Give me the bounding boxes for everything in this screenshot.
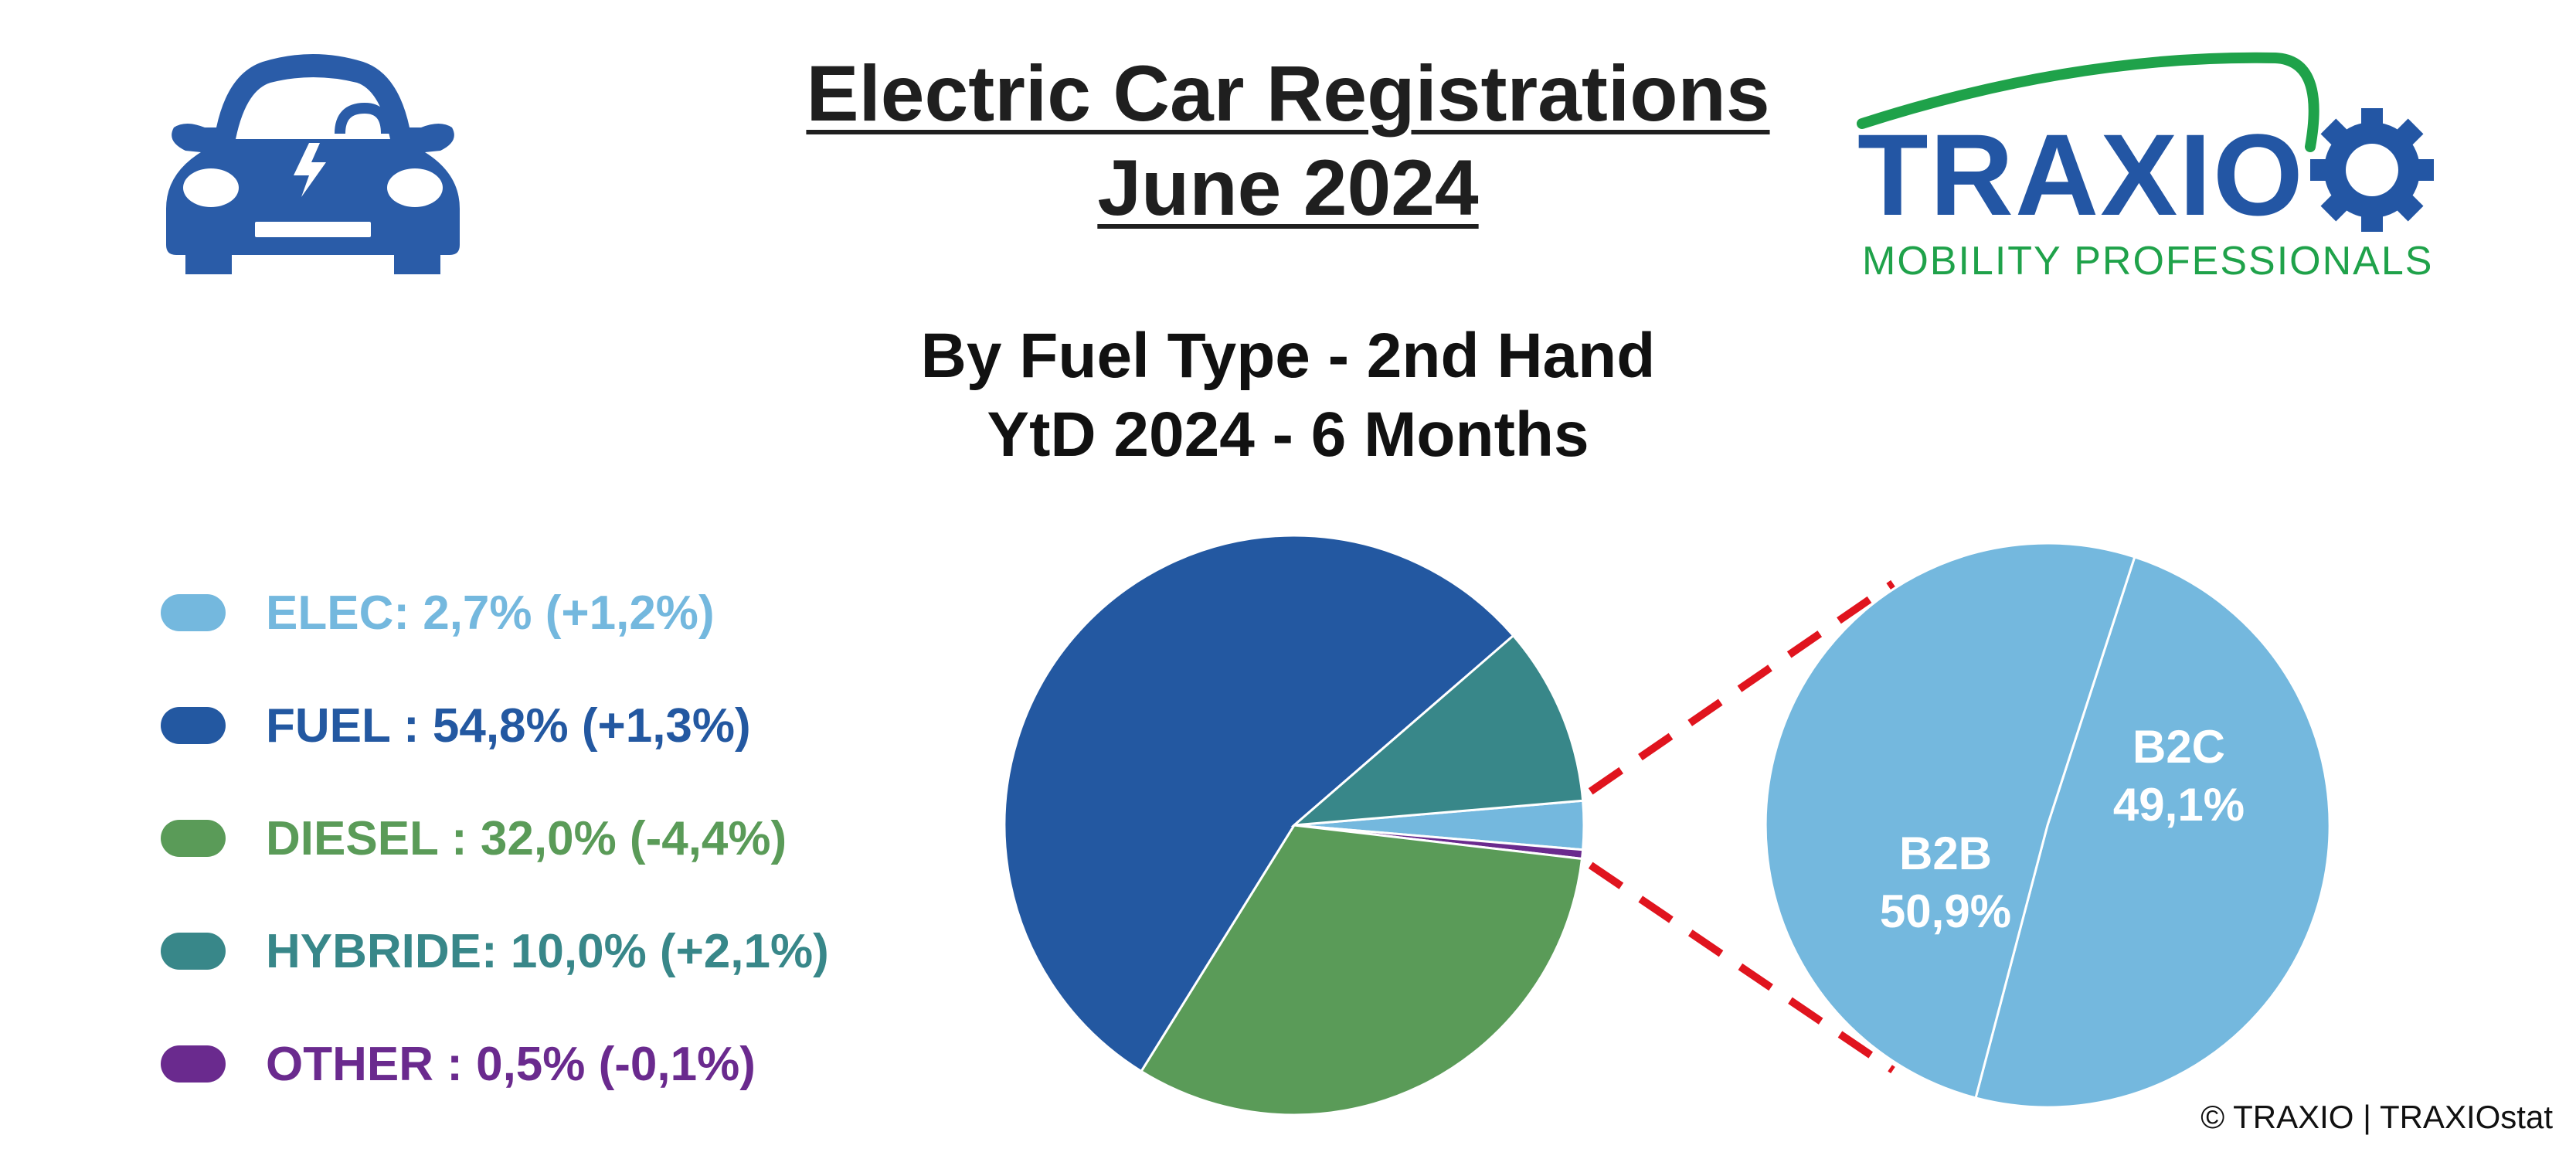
legend-label-fuel: FUEL : 54,8% (+1,3%) (266, 698, 751, 753)
copyright-text: © TRAXIO | TRAXIOstat (2200, 1099, 2553, 1135)
legend-label-hybride: HYBRIDE: 10,0% (+2,1%) (266, 924, 829, 978)
legend-label-other: OTHER : 0,5% (-0,1%) (266, 1037, 756, 1091)
legend-item-elec: ELEC: 2,7% (+1,2%) (161, 556, 829, 669)
legend-item-other: OTHER : 0,5% (-0,1%) (161, 1008, 829, 1120)
traxio-logo: TRAXIO MOBILITY PROFESSIONALS (1857, 52, 2434, 284)
data-label-b2c-name: B2C (2133, 721, 2225, 773)
pie-slice-b2b (1764, 542, 2136, 1100)
connector-line-top (1588, 580, 1895, 795)
data-label-b2b-value: 50,9% (1880, 885, 2011, 937)
logo-tagline: MOBILITY PROFESSIONALS (1862, 239, 2433, 284)
title-line-2: June 2024 (1097, 144, 1479, 232)
electric-car-icon (166, 54, 460, 274)
pie-slice-fuel (1003, 534, 1515, 1073)
subtitle-line-2: YtD 2024 - 6 Months (987, 399, 1589, 470)
legend-swatch-diesel (161, 820, 226, 857)
pie-slice-hybride (1290, 634, 1585, 827)
subtitle-line-1: By Fuel Type - 2nd Hand (920, 321, 1656, 391)
chart-legend: ELEC: 2,7% (+1,2%) FUEL : 54,8% (+1,3%) … (161, 556, 829, 1120)
legend-item-fuel: FUEL : 54,8% (+1,3%) (161, 669, 829, 782)
legend-item-hybride: HYBRIDE: 10,0% (+2,1%) (161, 895, 829, 1008)
pie-slice-diesel (1139, 824, 1584, 1117)
chart-title: Electric Car Registrations June 2024 (0, 46, 2576, 235)
legend-swatch-fuel (161, 707, 226, 744)
legend-label-diesel: DIESEL : 32,0% (-4,4%) (266, 811, 787, 865)
legend-item-diesel: DIESEL : 32,0% (-4,4%) (161, 782, 829, 895)
title-line-1: Electric Car Registrations (806, 49, 1770, 138)
pie-slice-b2c (1974, 555, 2331, 1109)
legend-swatch-hybride (161, 933, 226, 970)
legend-label-elec: ELEC: 2,7% (+1,2%) (266, 586, 715, 640)
legend-swatch-elec (161, 594, 226, 631)
logo-brand-text: TRAXIO (1857, 110, 2305, 240)
data-label-b2c-value: 49,1% (2113, 779, 2245, 831)
legend-swatch-other (161, 1045, 226, 1083)
data-label-b2b-name: B2B (1899, 828, 1992, 879)
gear-icon (2310, 108, 2434, 232)
chart-subtitle: By Fuel Type - 2nd Hand YtD 2024 - 6 Mon… (0, 317, 2576, 474)
connector-line-bottom (1588, 862, 1895, 1074)
